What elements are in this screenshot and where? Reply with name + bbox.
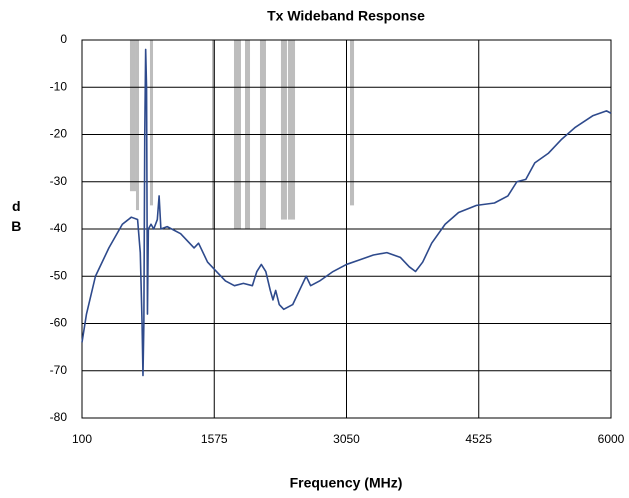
x-tick-label: 6000	[598, 432, 625, 446]
plot-frame	[81, 39, 612, 419]
y-axis-label: dB	[8, 198, 24, 238]
y-tick-label: -40	[50, 221, 68, 235]
band	[349, 40, 355, 206]
x-tick-label: 4525	[465, 432, 492, 446]
band	[280, 40, 287, 220]
x-axis-label: Frequency (MHz)	[290, 475, 403, 491]
chart-title: Tx Wideband Response	[267, 8, 425, 24]
band	[135, 40, 140, 211]
y-tick-label: -80	[50, 410, 68, 424]
x-tick-label: 100	[72, 432, 92, 446]
x-tick-label: 1575	[201, 432, 228, 446]
data-line	[81, 48, 612, 377]
y-tick-label: -30	[50, 174, 68, 188]
y-tick-label: -10	[50, 79, 68, 93]
y-tick-label: -50	[50, 268, 68, 282]
band	[287, 40, 296, 220]
y-tick-label: -20	[50, 127, 68, 141]
band	[129, 40, 136, 192]
x-tick-label: 3050	[333, 432, 360, 446]
y-tick-label: -70	[50, 363, 68, 377]
band	[149, 40, 154, 206]
y-tick-label: 0	[60, 32, 67, 46]
y-tick-label: -60	[50, 316, 68, 330]
